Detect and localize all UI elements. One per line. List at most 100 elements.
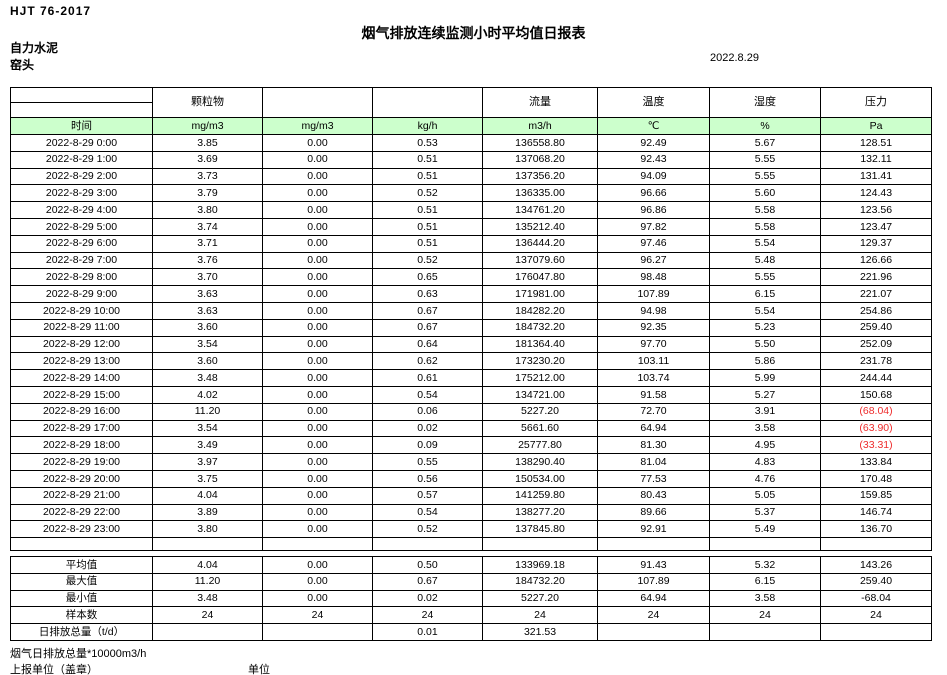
value-cell: 0.02 bbox=[372, 419, 483, 438]
unit-cell: % bbox=[709, 117, 821, 135]
value-cell: 133.84 bbox=[820, 453, 932, 471]
value-cell: 3.54 bbox=[152, 335, 263, 354]
value-cell: 137845.80 bbox=[482, 520, 598, 539]
value-cell: 64.94 bbox=[597, 419, 710, 438]
value-cell: 0.00 bbox=[262, 419, 373, 438]
unit-cell: Pa bbox=[820, 117, 932, 135]
time-cell: 2022-8-29 16:00 bbox=[10, 402, 153, 421]
report-date: 2022.8.29 bbox=[710, 52, 759, 64]
value-cell: 0.00 bbox=[262, 285, 373, 303]
value-cell: 124.43 bbox=[820, 184, 932, 203]
value-cell: 0.00 bbox=[262, 167, 373, 186]
table-row: 2022-8-29 4:00 3.80 0.00 0.51 134761.20 96.86… bbox=[10, 201, 932, 219]
value-cell: 4.02 bbox=[152, 385, 263, 404]
time-cell: 2022-8-29 3:00 bbox=[10, 184, 153, 203]
value-cell: 107.89 bbox=[597, 572, 710, 591]
value-cell: 96.86 bbox=[597, 201, 710, 219]
value-cell: 0.00 bbox=[262, 369, 373, 387]
value-cell: 0.57 bbox=[372, 486, 483, 505]
value-cell: 231.78 bbox=[820, 352, 932, 371]
summary-row: 日排放总量（t/d） 0.01 321.53 bbox=[10, 623, 932, 641]
value-cell: 0.09 bbox=[372, 436, 483, 455]
value-cell: 25777.80 bbox=[482, 436, 598, 455]
value-cell: 3.71 bbox=[152, 234, 263, 253]
value-cell: 5.60 bbox=[709, 184, 821, 203]
value-cell: 146.74 bbox=[820, 503, 932, 522]
value-cell: 3.76 bbox=[152, 251, 263, 270]
value-cell: 3.73 bbox=[152, 167, 263, 186]
value-cell: 123.56 bbox=[820, 201, 932, 219]
value-cell: 137068.20 bbox=[482, 150, 598, 169]
value-cell: 98.48 bbox=[597, 268, 710, 287]
value-cell: 150.68 bbox=[820, 385, 932, 404]
value-cell: 94.09 bbox=[597, 167, 710, 186]
unit-cell: mg/m3 bbox=[262, 117, 373, 135]
value-cell: 5.05 bbox=[709, 486, 821, 505]
value-cell: 0.51 bbox=[372, 201, 483, 219]
value-cell: 0.00 bbox=[262, 150, 373, 169]
value-cell: 3.49 bbox=[152, 436, 263, 455]
value-cell: 5.54 bbox=[709, 234, 821, 253]
value-cell: 5.50 bbox=[709, 335, 821, 354]
value-cell: 175212.00 bbox=[482, 369, 598, 387]
table-row: 2022-8-29 8:00 3.70 0.00 0.65 176047.80 98.48… bbox=[10, 268, 932, 287]
value-cell: -68.04 bbox=[820, 589, 932, 608]
value-cell: 136444.20 bbox=[482, 234, 598, 253]
time-cell: 2022-8-29 5:00 bbox=[10, 217, 153, 236]
value-cell: 134721.00 bbox=[482, 385, 598, 404]
value-cell: 128.51 bbox=[820, 134, 932, 152]
value-cell: 24 bbox=[709, 606, 821, 625]
table-row: 2022-8-29 6:00 3.71 0.00 0.51 136444.20 97.46… bbox=[10, 234, 932, 253]
value-cell bbox=[820, 623, 932, 641]
monitoring-point: 窑头 bbox=[10, 58, 35, 72]
value-cell: 0.51 bbox=[372, 234, 483, 253]
value-cell: 131.41 bbox=[820, 167, 932, 186]
value-cell: 4.04 bbox=[152, 556, 263, 574]
table-row: 2022-8-29 16:00 11.20 0.00 0.06 5227.20 72.70… bbox=[10, 402, 932, 421]
value-cell: 171981.00 bbox=[482, 285, 598, 303]
value-cell: 5.99 bbox=[709, 369, 821, 387]
value-cell: 136558.80 bbox=[482, 134, 598, 152]
column-group-flow: 流量 bbox=[482, 87, 598, 118]
table-row: 2022-8-29 23:00 3.80 0.00 0.52 137845.80 92.9… bbox=[10, 520, 932, 539]
time-cell: 2022-8-29 4:00 bbox=[10, 201, 153, 219]
time-cell: 2022-8-29 19:00 bbox=[10, 453, 153, 471]
time-cell: 2022-8-29 20:00 bbox=[10, 469, 153, 488]
value-cell: 4.76 bbox=[709, 469, 821, 488]
value-cell: 159.85 bbox=[820, 486, 932, 505]
value-cell: 96.27 bbox=[597, 251, 710, 270]
value-cell: 0.51 bbox=[372, 150, 483, 169]
column-group-2 bbox=[262, 87, 373, 118]
value-cell: 72.70 bbox=[597, 402, 710, 421]
value-cell: 0.01 bbox=[372, 623, 483, 641]
value-cell: 3.54 bbox=[152, 419, 263, 438]
value-cell: 0.67 bbox=[372, 572, 483, 591]
value-cell: 0.02 bbox=[372, 589, 483, 608]
value-cell: 92.49 bbox=[597, 134, 710, 152]
value-cell: 0.00 bbox=[262, 486, 373, 505]
value-cell: 3.58 bbox=[709, 419, 821, 438]
value-cell: 97.82 bbox=[597, 217, 710, 236]
value-cell: 5.58 bbox=[709, 201, 821, 219]
value-cell: 92.43 bbox=[597, 150, 710, 169]
value-cell: 3.75 bbox=[152, 469, 263, 488]
value-cell: 0.51 bbox=[372, 167, 483, 186]
summary-label-cell: 平均值 bbox=[10, 556, 153, 574]
value-cell: 81.30 bbox=[597, 436, 710, 455]
value-cell: 143.26 bbox=[820, 556, 932, 574]
value-cell: 3.85 bbox=[152, 134, 263, 152]
value-cell bbox=[262, 623, 373, 641]
value-cell bbox=[152, 623, 263, 641]
value-cell: 0.00 bbox=[262, 352, 373, 371]
value-cell: 134761.20 bbox=[482, 201, 598, 219]
table-row: 2022-8-29 21:00 4.04 0.00 0.57 141259.80 80.4… bbox=[10, 486, 932, 505]
value-cell: 184732.20 bbox=[482, 572, 598, 591]
value-cell: 0.54 bbox=[372, 503, 483, 522]
value-cell: 77.53 bbox=[597, 469, 710, 488]
company-name: 自力水泥 bbox=[10, 41, 59, 55]
value-cell: 0.00 bbox=[262, 469, 373, 488]
value-cell: 0.00 bbox=[262, 436, 373, 455]
page-title: 烟气排放连续监测小时平均值日报表 bbox=[361, 25, 586, 41]
value-cell: 3.60 bbox=[152, 318, 263, 337]
value-cell: 5661.60 bbox=[482, 419, 598, 438]
